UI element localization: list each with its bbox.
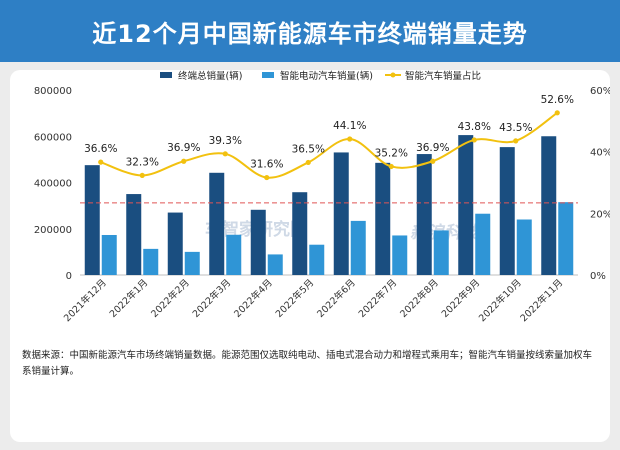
bar-smart-ev-sales (350, 220, 366, 275)
x-tick-label: 2022年9月 (439, 277, 482, 320)
share-point (98, 159, 104, 165)
bar-total-sales (209, 172, 225, 275)
bar-smart-ev-sales (101, 234, 117, 275)
share-data-label: 36.9% (416, 142, 449, 154)
x-tick-label: 2022年5月 (273, 277, 316, 320)
x-tick-label: 2022年1月 (107, 277, 150, 320)
y-left-tick-label: 0 (66, 271, 72, 282)
bar-total-sales (541, 136, 557, 275)
x-tick-label: 2022年2月 (149, 277, 192, 320)
bar-smart-ev-sales (226, 234, 242, 275)
bar-total-sales (333, 152, 349, 275)
legend-swatch (262, 72, 274, 78)
share-data-label: 43.8% (458, 121, 491, 133)
share-data-label: 44.1% (333, 120, 366, 132)
share-point (513, 138, 519, 144)
share-data-label: 52.6% (541, 94, 574, 106)
y-left-tick-label: 400000 (34, 179, 72, 190)
y-right-tick-label: 0% (590, 271, 606, 282)
bar-total-sales (84, 165, 100, 275)
bar-total-sales (250, 209, 266, 275)
bar-total-sales (126, 194, 142, 275)
bar-smart-ev-sales (267, 254, 283, 275)
y-right-tick-label: 40% (590, 148, 610, 159)
x-tick-label: 2022年3月 (190, 277, 233, 320)
bar-total-sales (416, 154, 432, 275)
x-tick-label: 2022年10月 (476, 277, 524, 325)
share-data-label: 43.5% (499, 122, 532, 134)
x-tick-label: 2021年12月 (61, 277, 109, 325)
footnote: 数据来源：中国新能源汽车市场终端销量数据。能源范围仅选取纯电动、插电式混合动力和… (22, 350, 593, 377)
y-right-tick-label: 20% (590, 209, 610, 220)
bar-smart-ev-sales (309, 244, 325, 275)
legend-label: 智能汽车销量占比 (405, 70, 481, 82)
chart-title: 近12个月中国新能源车市终端销量走势 (92, 19, 528, 48)
chart-header: 近12个月中国新能源车市终端销量走势 (0, 0, 620, 62)
bar-total-sales (292, 192, 308, 275)
legend-label: 终端总销量(辆) (178, 70, 242, 82)
share-point (388, 163, 394, 170)
bar-total-sales (167, 212, 183, 275)
bar-smart-ev-sales (184, 251, 200, 275)
share-data-label: 39.3% (209, 135, 242, 147)
bar-smart-ev-sales (433, 230, 449, 275)
bar-smart-ev-sales (516, 219, 532, 275)
bar-smart-ev-sales (475, 213, 491, 275)
share-point (181, 158, 187, 164)
share-point (430, 158, 436, 164)
y-left-tick-label: 600000 (34, 132, 72, 143)
share-data-label: 36.5% (292, 143, 325, 155)
share-line (100, 111, 558, 179)
share-point (139, 172, 145, 179)
share-data-label: 36.9% (167, 142, 200, 154)
legend-label: 智能电动汽车销量(辆) (280, 70, 373, 82)
share-data-label: 35.2% (375, 147, 408, 159)
bar-total-sales (375, 162, 391, 275)
x-tick-label: 2022年8月 (398, 277, 441, 320)
share-data-label: 31.6% (250, 159, 283, 171)
legend-swatch (390, 72, 396, 78)
chart-card: 车智家研究院新浪科技02000004000006000008000000%20%… (10, 70, 610, 442)
y-right-tick-label: 60% (590, 86, 610, 97)
bar-smart-ev-sales (392, 235, 408, 275)
y-left-tick-label: 200000 (34, 225, 72, 236)
share-point (347, 136, 353, 142)
share-point (471, 137, 477, 143)
share-data-label: 36.6% (84, 143, 117, 155)
share-point (264, 174, 270, 181)
share-point (554, 110, 560, 116)
x-tick-label: 2022年11月 (518, 277, 566, 325)
x-tick-label: 2022年7月 (356, 277, 399, 320)
share-point (305, 159, 311, 166)
y-left-tick-label: 800000 (34, 86, 72, 97)
bar-smart-ev-sales (143, 248, 159, 275)
bar-total-sales (499, 147, 515, 275)
share-point (222, 151, 228, 157)
bar-smart-ev-sales (558, 202, 574, 275)
x-tick-label: 2022年6月 (315, 277, 358, 320)
share-data-label: 32.3% (126, 156, 159, 168)
bar-total-sales (458, 135, 474, 275)
chart-svg: 车智家研究院新浪科技02000004000006000008000000%20%… (34, 70, 610, 325)
x-tick-label: 2022年4月 (232, 277, 275, 320)
legend-swatch (160, 72, 172, 78)
